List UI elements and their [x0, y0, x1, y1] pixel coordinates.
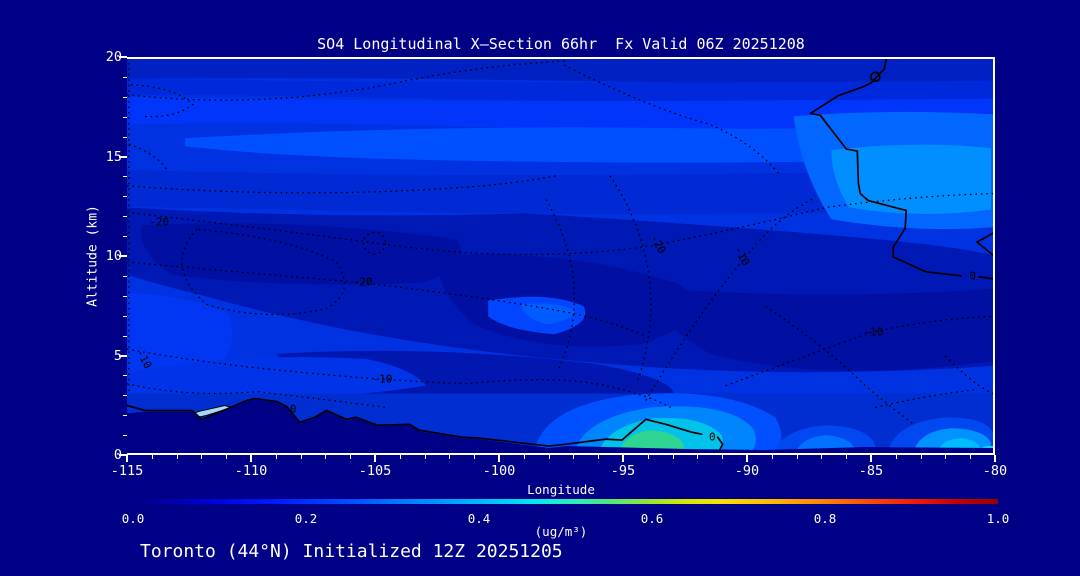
terrain-silhouette	[127, 399, 993, 453]
x-minor-tick-mark	[895, 455, 897, 459]
x-minor-tick-mark	[151, 455, 153, 459]
x-tick-label: -105	[358, 463, 392, 479]
x-minor-tick-mark	[350, 455, 352, 459]
x-minor-tick-mark	[424, 455, 426, 459]
init-info-text: Toronto (44°N) Initialized 12Z 20251205	[140, 541, 563, 562]
x-tick-mark	[746, 455, 748, 462]
x-minor-tick-mark	[399, 455, 401, 459]
x-minor-tick-mark	[226, 455, 228, 459]
x-tick-mark	[870, 455, 872, 462]
x-minor-tick-mark	[201, 455, 203, 459]
x-tick-label: -100	[482, 463, 516, 479]
x-minor-tick-mark	[796, 455, 798, 459]
surface-plume-core	[617, 430, 684, 453]
x-minor-tick-mark	[275, 455, 277, 459]
x-minor-tick-mark	[672, 455, 674, 459]
colorbar-units-label: (ug/m³)	[534, 524, 588, 539]
x-tick-label: -110	[234, 463, 268, 479]
y-tick-mark	[119, 56, 127, 58]
contour-plot	[127, 59, 993, 453]
x-minor-tick-mark	[523, 455, 525, 459]
x-minor-tick-mark	[300, 455, 302, 459]
x-minor-tick-mark	[722, 455, 724, 459]
x-tick-mark	[498, 455, 500, 462]
x-minor-tick-mark	[697, 455, 699, 459]
x-minor-tick-mark	[548, 455, 550, 459]
colorbar	[133, 499, 998, 504]
x-minor-tick-mark	[771, 455, 773, 459]
x-minor-tick-mark	[846, 455, 848, 459]
x-minor-tick-mark	[821, 455, 823, 459]
x-tick-mark	[374, 455, 376, 462]
y-tick-mark	[119, 354, 127, 357]
x-tick-label: -115	[110, 463, 144, 479]
x-axis-title: Longitude	[527, 482, 595, 497]
x-minor-tick-mark	[176, 455, 178, 459]
x-minor-tick-mark	[945, 455, 947, 459]
x-minor-tick-mark	[474, 455, 476, 459]
x-tick-label: -90	[734, 463, 760, 479]
y-tick-mark	[119, 255, 127, 257]
x-tick-mark	[994, 455, 996, 462]
chart-title: SO4 Longitudinal X—Section 66hr Fx Valid…	[317, 35, 805, 53]
y-tick-label: 0	[113, 447, 122, 463]
so4-fill-layers	[127, 59, 993, 453]
x-minor-tick-mark	[325, 455, 327, 459]
x-minor-tick-mark	[920, 455, 922, 459]
zero-contour-lines	[127, 59, 993, 451]
x-tick-label: -80	[982, 463, 1008, 479]
x-tick-label: -85	[858, 463, 884, 479]
x-tick-mark	[250, 455, 252, 462]
y-tick-mark	[119, 454, 127, 456]
plot-area	[127, 57, 995, 455]
y-tick-mark	[119, 155, 127, 158]
x-minor-tick-mark	[647, 455, 649, 459]
x-minor-tick-mark	[573, 455, 575, 459]
x-minor-tick-mark	[970, 455, 972, 459]
y-axis-title: Altitude (km)	[85, 205, 101, 307]
y-tick-label: 15	[105, 148, 122, 165]
y-tick-label: 20	[105, 49, 122, 65]
x-minor-tick-mark	[449, 455, 451, 459]
y-tick-label: 5	[113, 347, 122, 364]
x-tick-mark	[622, 455, 624, 462]
x-tick-label: -95	[610, 463, 636, 479]
x-minor-tick-mark	[598, 455, 600, 459]
x-tick-mark	[126, 455, 128, 462]
temperature-contours-dotted	[127, 60, 993, 426]
